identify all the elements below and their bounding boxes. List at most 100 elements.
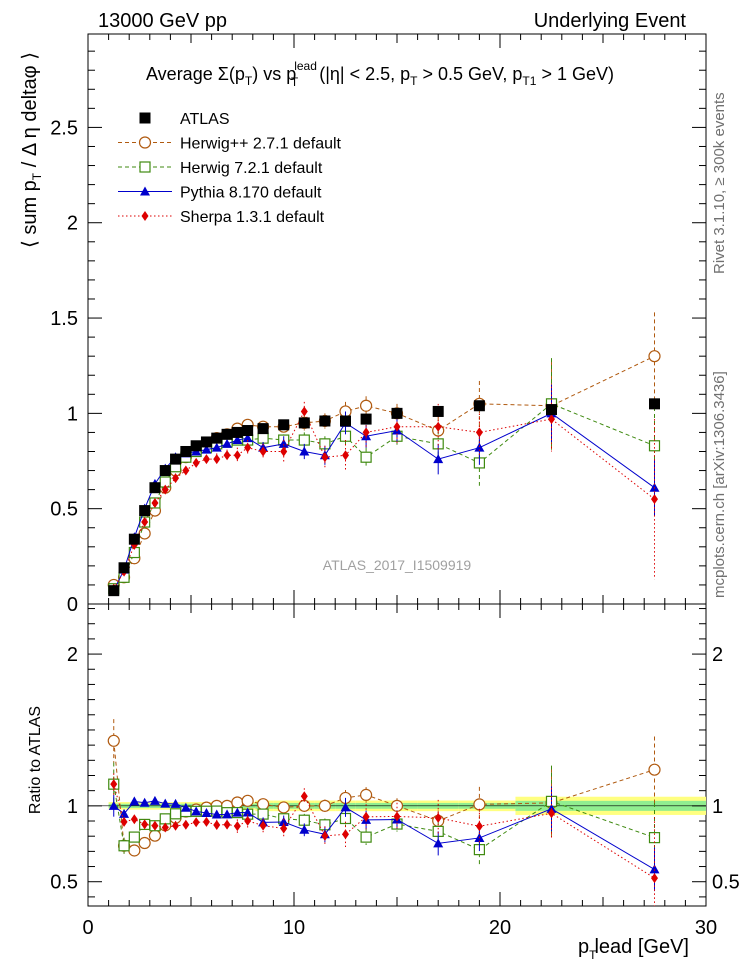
ratio-point	[160, 798, 171, 808]
data-point	[118, 562, 130, 574]
ratio-point	[192, 817, 200, 828]
ratio-point	[360, 788, 373, 801]
ratio-point	[360, 831, 372, 843]
data-point	[200, 436, 212, 448]
ratio-point	[390, 799, 404, 812]
data-point	[221, 428, 233, 440]
series-atlas	[108, 398, 660, 597]
data-point	[300, 406, 308, 417]
ratio-point	[342, 829, 349, 840]
data-point	[139, 505, 151, 517]
data-point	[190, 440, 202, 452]
legend-marker	[140, 186, 150, 196]
legend-label: Herwig 7.2.1 default	[180, 160, 323, 177]
x-axis-title: pTlead [GeV]	[578, 936, 689, 962]
data-point	[231, 426, 243, 438]
ratio-point	[393, 811, 401, 822]
ratio-point	[223, 819, 231, 830]
ratio-point	[149, 795, 160, 805]
legend-entry: Herwig 7.2.1 default	[118, 160, 323, 177]
ratio-point	[222, 809, 233, 819]
ratio-point	[475, 821, 483, 832]
data-point	[211, 442, 222, 452]
y-tick-label: 0.5	[50, 499, 78, 521]
x-tick-label: 30	[695, 917, 717, 939]
ratio-y-tick-label: 0.5	[50, 872, 78, 894]
data-point	[233, 450, 241, 461]
data-point	[299, 446, 310, 456]
data-point	[201, 444, 212, 454]
header-right: Underlying Event	[534, 10, 687, 32]
ratio-point	[129, 796, 140, 806]
ratio-y-tick-label: 1	[67, 796, 78, 818]
ratio-point	[128, 844, 141, 857]
y-tick-label: 1.5	[50, 308, 78, 330]
data-point	[223, 450, 231, 461]
data-point	[192, 457, 200, 468]
x-tick-label: 20	[489, 917, 511, 939]
x-tick-label: 0	[82, 917, 93, 939]
ratio-point	[259, 820, 267, 831]
data-point	[213, 454, 221, 465]
legend-entry: Pythia 8.170 default	[118, 185, 322, 202]
y-tick-label: 1	[67, 403, 78, 425]
ratio-point	[120, 816, 128, 827]
data-point	[222, 438, 233, 448]
data-point	[651, 494, 658, 505]
data-point	[128, 533, 140, 545]
data-point	[298, 434, 310, 446]
data-point	[257, 432, 269, 444]
ratio-point	[548, 808, 555, 819]
ratio-point	[242, 807, 253, 817]
series-line	[113, 355, 655, 586]
legend-entry: Sherpa 1.3.1 default	[118, 209, 325, 226]
ratio-point	[211, 809, 222, 819]
header-left: 13000 GeV pp	[98, 10, 227, 32]
ratio-point	[231, 796, 244, 809]
ratio-point	[169, 808, 182, 820]
ratio-point	[138, 836, 151, 850]
x-tick-label: 10	[283, 917, 305, 939]
data-point	[149, 482, 161, 494]
data-point	[242, 433, 253, 443]
ratio-point	[362, 811, 370, 822]
ratio-point	[318, 799, 331, 812]
legend-label: ATLAS	[180, 111, 230, 128]
data-point	[159, 465, 171, 477]
chart-title: Average Σ(pT) vs plead T (|η| < 2.5, pT >…	[146, 59, 614, 89]
y-tick-label: 2	[67, 213, 78, 235]
ratio-point	[300, 791, 308, 802]
legend-marker	[138, 136, 152, 149]
ratio-point	[299, 824, 310, 834]
data-point	[360, 399, 373, 412]
data-point	[433, 454, 444, 464]
ratio-point	[340, 802, 351, 812]
data-point	[151, 497, 159, 508]
ratio-point	[648, 763, 661, 776]
ratio-point	[118, 840, 130, 852]
ratio-point	[180, 802, 191, 812]
data-point	[180, 445, 192, 457]
ratio-series-sherpa-1-3-1-default	[110, 773, 658, 906]
data-point	[340, 415, 351, 427]
ratio-point	[107, 734, 120, 747]
ratio-point	[213, 820, 221, 831]
data-point	[242, 425, 254, 437]
ratio-point	[649, 864, 660, 874]
data-point	[259, 446, 267, 457]
legend-label: Sherpa 1.3.1 default	[180, 209, 325, 226]
ratio-point	[298, 799, 311, 812]
data-point	[278, 438, 289, 448]
data-point	[232, 435, 243, 445]
data-point	[473, 400, 485, 412]
legend-label: Pythia 8.170 default	[180, 185, 322, 202]
data-point	[546, 404, 557, 416]
ratio-y-tick-label-right: 1	[712, 796, 723, 818]
data-point	[108, 585, 120, 597]
ratio-point	[651, 873, 658, 884]
legend-marker	[141, 211, 149, 221]
data-point	[649, 398, 660, 410]
data-point	[474, 442, 485, 452]
data-point	[393, 421, 401, 432]
